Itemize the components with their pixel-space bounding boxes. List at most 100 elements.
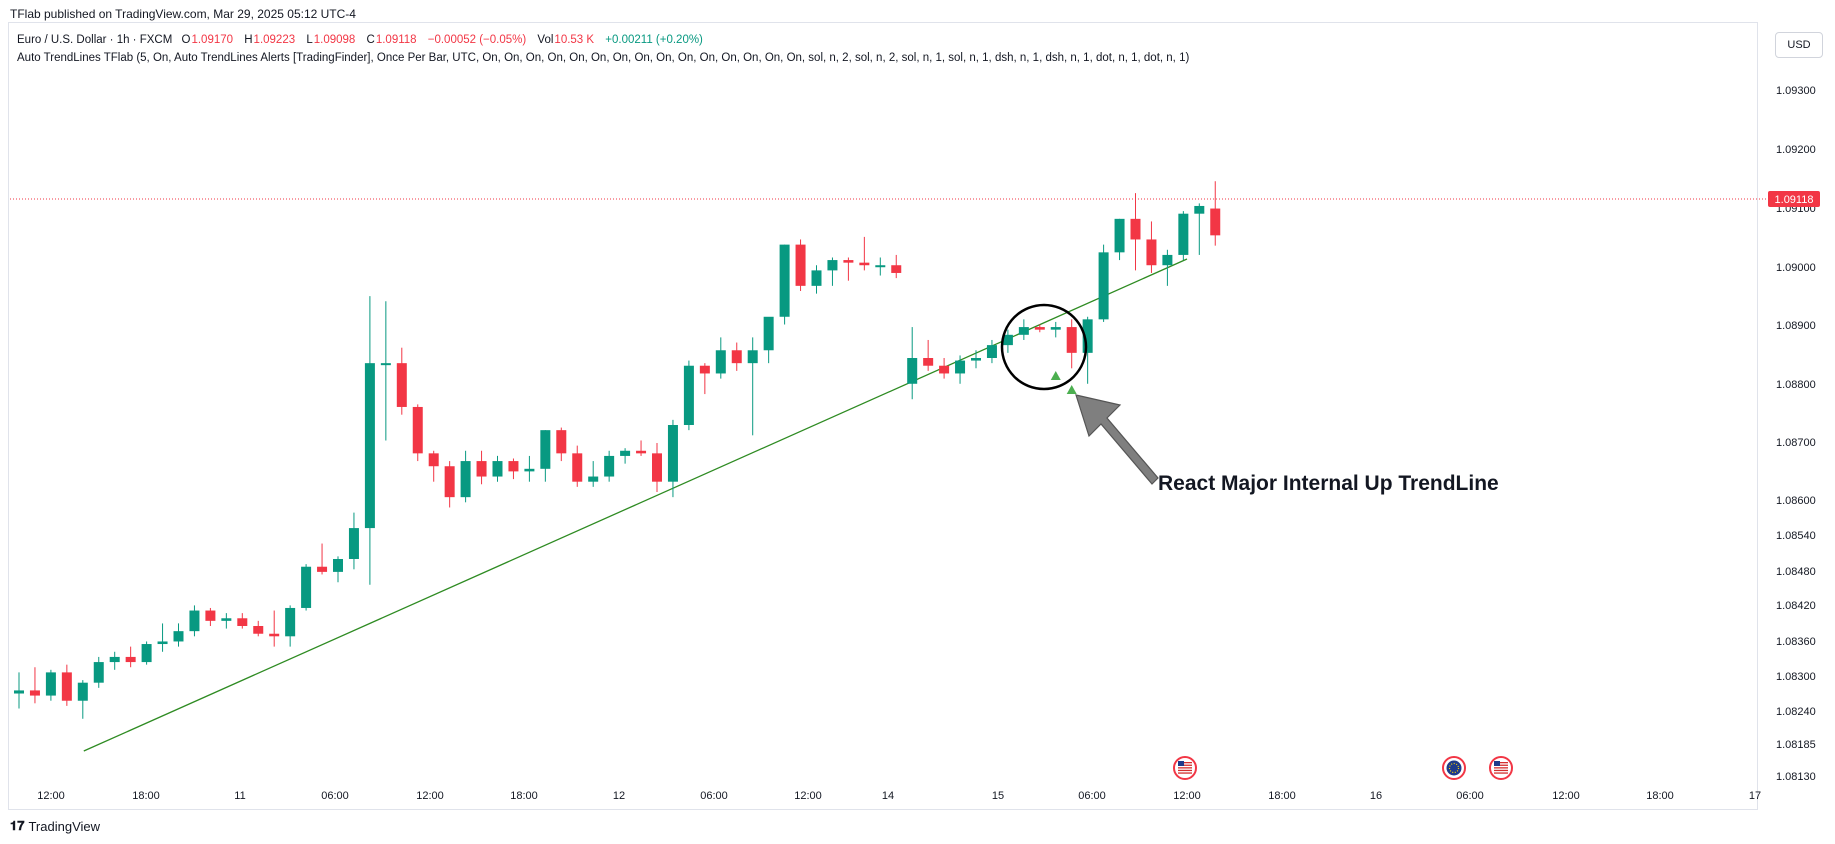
candle-body — [476, 461, 487, 477]
candle-body — [141, 644, 152, 663]
y-tick-label: 1.08480 — [1776, 566, 1816, 578]
candle-body — [971, 358, 981, 361]
candle-body — [93, 662, 104, 683]
y-tick-label: 1.09200 — [1776, 144, 1816, 156]
candle-body — [173, 631, 184, 642]
candle-body — [715, 350, 726, 374]
candle-body — [955, 360, 966, 374]
candle-body — [253, 626, 264, 634]
candle-body — [604, 455, 615, 477]
candle-body — [588, 476, 599, 482]
candle-body — [125, 656, 136, 663]
candle-body — [221, 618, 232, 621]
open-label: O — [181, 34, 191, 46]
candle-body — [428, 453, 439, 467]
us-flag-icon — [1489, 756, 1513, 780]
last-price-label: 1.09118 — [1775, 194, 1814, 206]
x-tick-label: 06:00 — [1078, 790, 1106, 802]
candle-body — [1034, 327, 1045, 330]
candle-body — [1146, 239, 1157, 266]
candle-body — [747, 350, 758, 364]
candle-body — [1002, 334, 1013, 346]
candle-body — [827, 260, 838, 271]
change-value: −0.00052 (−0.05%) — [427, 34, 527, 46]
volume-value: 10.53 K — [554, 34, 595, 46]
x-tick-label: 12:00 — [416, 790, 444, 802]
candle-body — [380, 363, 391, 366]
x-tick-label: 18:00 — [510, 790, 538, 802]
candle-body — [1098, 252, 1109, 320]
candle-body — [731, 350, 742, 364]
us-flag-icon — [1173, 756, 1197, 780]
x-tick-label: 12:00 — [37, 790, 65, 802]
y-tick-label: 1.08420 — [1776, 600, 1816, 612]
candle-body — [45, 672, 56, 696]
currency-button[interactable]: USD — [1775, 32, 1823, 58]
x-tick-label: 18:00 — [132, 790, 160, 802]
y-tick-label: 1.08540 — [1776, 530, 1816, 542]
x-tick-label: 16 — [1370, 790, 1382, 802]
candle-body — [843, 260, 854, 263]
x-tick-label: 18:00 — [1268, 790, 1296, 802]
candle-body — [1130, 218, 1141, 240]
candle-body — [29, 690, 40, 696]
candle-body — [556, 430, 567, 454]
candle-body — [269, 633, 280, 637]
candle-body — [412, 406, 423, 454]
candle-body — [763, 316, 774, 351]
candle-body — [364, 363, 375, 529]
candle-body — [683, 365, 694, 425]
published-header: TFlab published on TradingView.com, Mar … — [10, 7, 356, 21]
x-tick-label: 11 — [234, 790, 245, 802]
y-tick-label: 1.08240 — [1776, 706, 1816, 718]
candle-body — [1018, 327, 1029, 335]
ohlc-legend: Euro / U.S. Dollar · 1h · FXCM O1.09170 … — [17, 34, 709, 46]
x-tick-label: 12:00 — [794, 790, 822, 802]
candle-body — [1210, 208, 1221, 236]
symbol-label[interactable]: Euro / U.S. Dollar · 1h · FXCM — [17, 34, 173, 46]
volume-change: +0.00211 (+0.20%) — [605, 34, 703, 46]
y-tick-label: 1.08185 — [1776, 739, 1816, 751]
candle-body — [667, 425, 678, 482]
last-price-badge — [1768, 191, 1820, 207]
x-tick-label: 06:00 — [1456, 790, 1484, 802]
open-value: 1.09170 — [191, 34, 234, 46]
candle-body — [1194, 205, 1205, 214]
candle-body — [348, 528, 359, 559]
y-tick-label: 1.08130 — [1776, 771, 1816, 783]
x-tick-label: 12:00 — [1173, 790, 1201, 802]
candle-body — [237, 618, 248, 626]
signal-triangle-icon — [1066, 384, 1077, 394]
y-tick-label: 1.09300 — [1776, 85, 1816, 97]
candle-body — [1082, 319, 1093, 353]
candle-body — [540, 430, 551, 469]
candle-body — [396, 363, 407, 407]
y-tick-label: 1.08360 — [1776, 636, 1816, 648]
y-tick-label: 1.08300 — [1776, 671, 1816, 683]
candle-body — [1178, 213, 1189, 255]
y-tick-label: 1.08600 — [1776, 495, 1816, 507]
close-label: C — [366, 34, 375, 46]
candle-body — [795, 244, 806, 286]
candle-body — [492, 461, 503, 477]
candle-body — [923, 358, 934, 366]
annotation-arrow-icon — [1075, 394, 1159, 485]
indicator-legend[interactable]: Auto TrendLines TFlab (5, On, Auto Trend… — [17, 52, 1190, 64]
candle-body — [907, 358, 918, 384]
x-tick-label: 18:00 — [1646, 790, 1674, 802]
candle-body — [333, 559, 343, 572]
x-tick-label: 06:00 — [321, 790, 349, 802]
candle-body — [891, 265, 902, 273]
candle-body — [317, 566, 328, 572]
candle-body — [939, 365, 950, 374]
candle-body — [460, 461, 471, 498]
candle-body — [508, 461, 519, 472]
candle-body — [61, 672, 72, 701]
tradingview-footer[interactable]: 𝟏𝟕 TradingView — [10, 818, 100, 834]
candle-body — [14, 690, 24, 694]
candle-body — [1066, 327, 1077, 353]
low-value: 1.09098 — [313, 34, 356, 46]
highlight-circle — [1000, 303, 1088, 391]
candle-body — [189, 610, 200, 632]
